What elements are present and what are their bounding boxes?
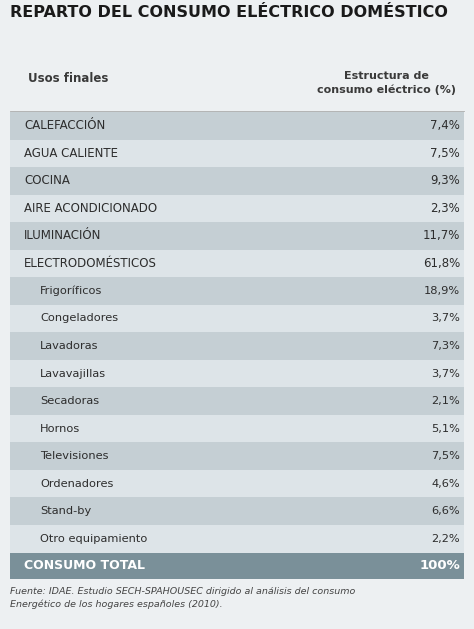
Bar [10,112,464,140]
Bar [10,250,464,277]
Text: REPARTO DEL CONSUMO ELÉCTRICO DOMÉSTICO: REPARTO DEL CONSUMO ELÉCTRICO DOMÉSTICO [10,5,448,20]
Text: Congeladores: Congeladores [40,313,118,323]
Text: Stand-by: Stand-by [40,506,91,516]
Bar [10,552,464,579]
Bar [10,360,464,387]
Text: 7,3%: 7,3% [431,341,460,351]
Bar [10,498,464,525]
Bar [10,304,464,332]
Text: 7,5%: 7,5% [430,147,460,160]
Text: 61,8%: 61,8% [423,257,460,270]
Text: 9,3%: 9,3% [430,174,460,187]
Text: Televisiones: Televisiones [40,451,109,461]
Text: 7,5%: 7,5% [431,451,460,461]
Bar [10,442,464,470]
Text: 18,9%: 18,9% [424,286,460,296]
Bar [10,470,464,498]
Text: 3,7%: 3,7% [431,369,460,379]
Text: 2,2%: 2,2% [431,534,460,543]
Text: Estructura de
consumo eléctrico (%): Estructura de consumo eléctrico (%) [317,71,456,95]
Text: Otro equipamiento: Otro equipamiento [40,534,147,543]
Bar [10,222,464,250]
Text: 100%: 100% [419,559,460,572]
Text: Usos finales: Usos finales [28,72,109,85]
Text: CALEFACCIÓN: CALEFACCIÓN [24,120,105,132]
Text: ILUMINACIÓN: ILUMINACIÓN [24,230,101,242]
Text: COCINA: COCINA [24,174,70,187]
Text: Frigoríficos: Frigoríficos [40,286,102,296]
Text: Fuente: IDAE. Estudio SECH-SPAHOUSEC dirigido al análisis del consumo
Energético: Fuente: IDAE. Estudio SECH-SPAHOUSEC dir… [10,587,356,610]
Text: ELECTRODOMÉSTICOS: ELECTRODOMÉSTICOS [24,257,157,270]
Text: Hornos: Hornos [40,423,80,433]
Text: AGUA CALIENTE: AGUA CALIENTE [24,147,118,160]
Bar [10,194,464,222]
Text: CONSUMO TOTAL: CONSUMO TOTAL [24,559,145,572]
Text: Lavavajillas: Lavavajillas [40,369,106,379]
Text: 2,3%: 2,3% [430,202,460,215]
Text: 11,7%: 11,7% [423,230,460,242]
Bar [10,525,464,552]
Text: AIRE ACONDICIONADO: AIRE ACONDICIONADO [24,202,157,215]
Text: Secadoras: Secadoras [40,396,99,406]
Text: 5,1%: 5,1% [431,423,460,433]
Bar [10,387,464,415]
Text: Lavadoras: Lavadoras [40,341,99,351]
Bar [10,277,464,304]
Text: 7,4%: 7,4% [430,120,460,132]
Text: 3,7%: 3,7% [431,313,460,323]
Text: Ordenadores: Ordenadores [40,479,113,489]
Bar [10,140,464,167]
Bar [10,415,464,442]
Text: 4,6%: 4,6% [431,479,460,489]
Bar [10,167,464,194]
Bar [10,332,464,360]
Text: 6,6%: 6,6% [431,506,460,516]
Text: 2,1%: 2,1% [431,396,460,406]
